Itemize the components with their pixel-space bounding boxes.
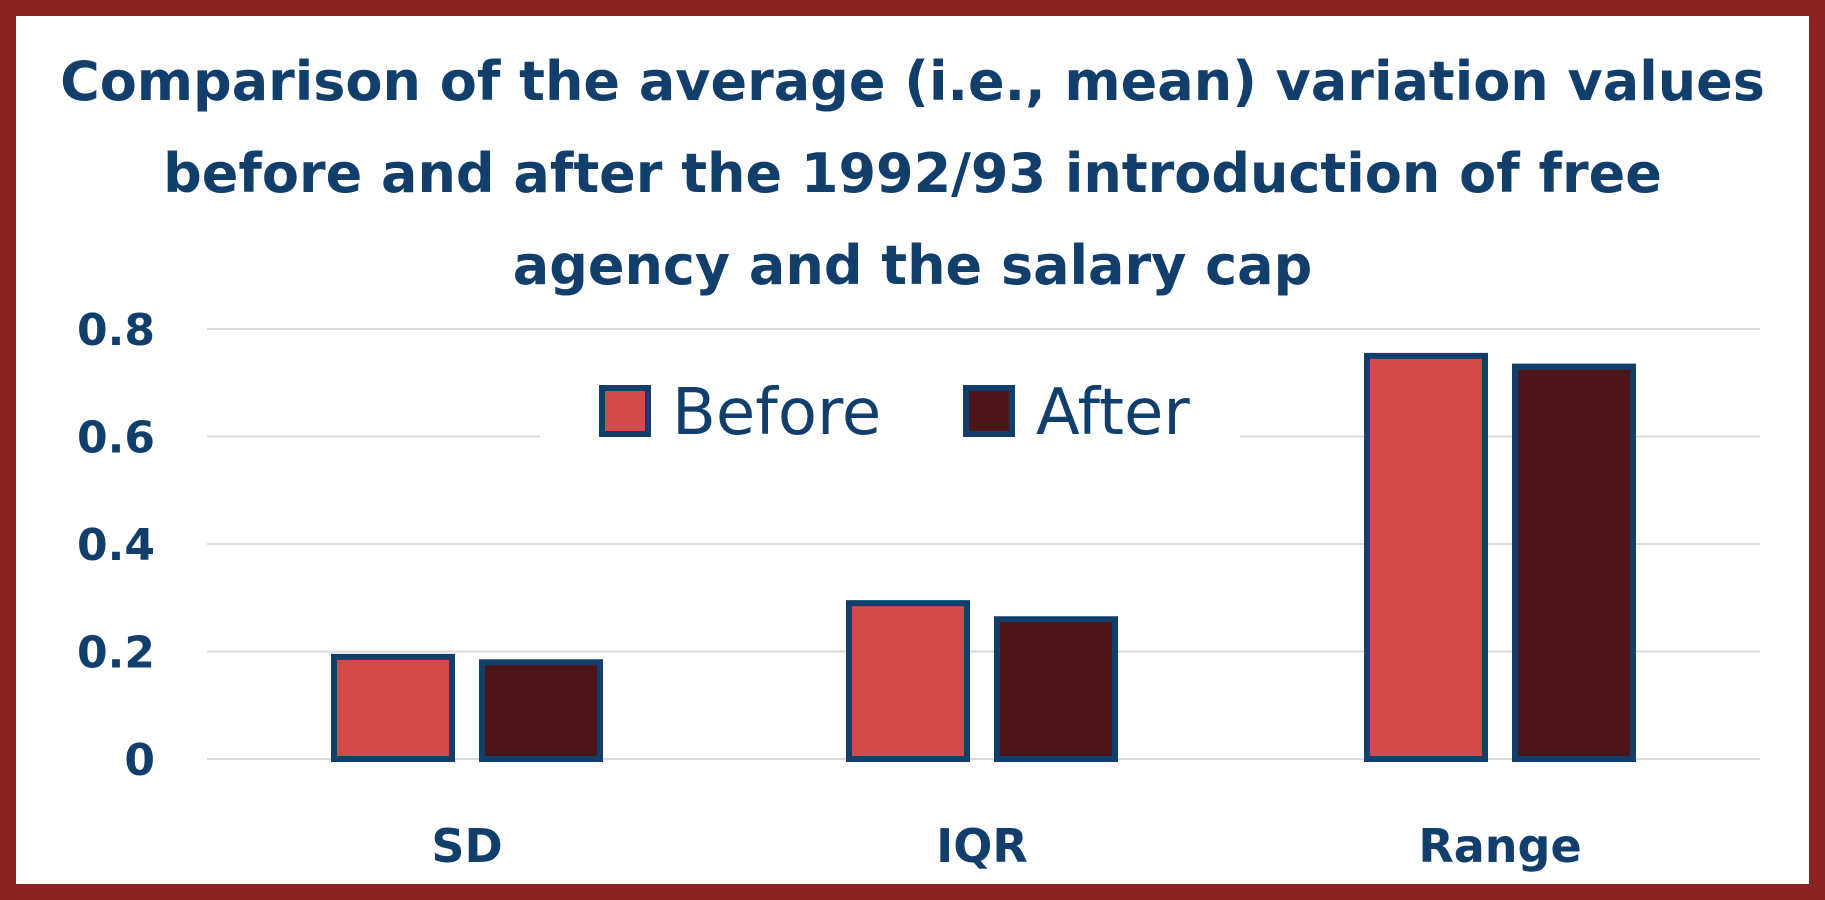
legend-swatch-after — [963, 385, 1015, 437]
chart-title-line-3: agency and the salary cap — [512, 234, 1313, 297]
y-tick-label: 0 — [124, 735, 155, 786]
y-tick-label: 0.2 — [77, 628, 155, 679]
y-tick-label: 0.6 — [77, 413, 155, 464]
legend-label-after: After — [1036, 376, 1190, 450]
y-axis-tick-labels: 0 0.2 0.4 0.6 0.8 — [77, 305, 155, 786]
legend-label-before: Before — [672, 376, 881, 450]
bar-before-iqr — [846, 600, 970, 762]
bar-after-sd — [479, 659, 603, 762]
y-tick-label: 0.8 — [77, 305, 155, 356]
bars — [331, 352, 1636, 762]
legend-background — [540, 372, 1240, 472]
x-category-label: Range — [1418, 819, 1581, 873]
bar-before-sd — [331, 653, 455, 762]
y-tick-label: 0.4 — [77, 520, 155, 571]
chart-title-line-2: before and after the 1992/93 introductio… — [163, 142, 1662, 205]
chart-title: Comparison of the average (i.e., mean) v… — [40, 36, 1785, 312]
legend-swatch-before — [599, 385, 651, 437]
bar-after-iqr — [994, 616, 1118, 762]
legend: Before After — [540, 372, 1240, 472]
bar-after-range — [1512, 363, 1636, 762]
x-category-label: SD — [431, 819, 502, 873]
gridlines — [207, 328, 1760, 760]
chart-title-line-1: Comparison of the average (i.e., mean) v… — [60, 50, 1765, 113]
x-axis-category-labels: SD IQR Range — [431, 819, 1581, 873]
bar-before-range — [1364, 352, 1488, 762]
x-category-label: IQR — [936, 819, 1028, 873]
